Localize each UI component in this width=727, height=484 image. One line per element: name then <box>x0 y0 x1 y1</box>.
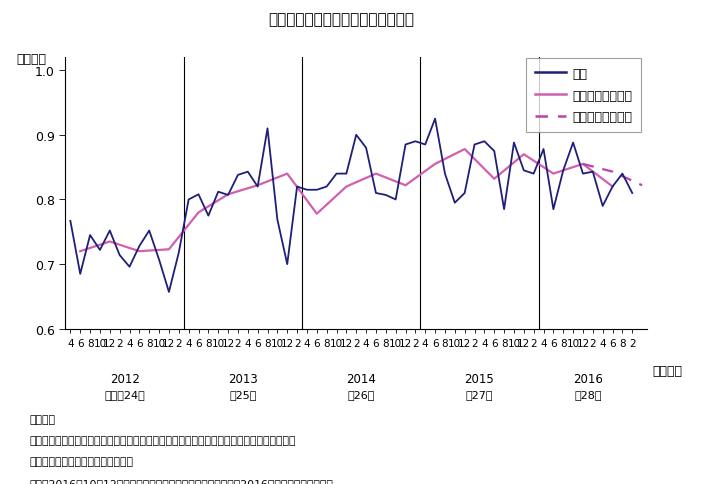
Text: ２．「2016年10〜12月（見通し）」の計数は、「見通し調査（2016年９月末時点）」の季: ２．「2016年10〜12月（見通し）」の計数は、「見通し調査（2016年９月末… <box>29 478 333 484</box>
Text: （25）: （25） <box>229 390 257 400</box>
Text: （平成24）: （平成24） <box>104 390 145 400</box>
Text: 2014: 2014 <box>346 373 376 386</box>
Legend: 月次, 四半期（月平均）, 四半期（見通し）: 月次, 四半期（月平均）, 四半期（見通し） <box>526 59 640 133</box>
Text: （27）: （27） <box>466 390 493 400</box>
Text: １．四半期（月平均）は季節調整済みの月平均値を期央月の位置に表示（例えば７〜９月の: １．四半期（月平均）は季節調整済みの月平均値を期央月の位置に表示（例えば７〜９月… <box>29 435 296 445</box>
Text: （28）: （28） <box>574 390 602 400</box>
Text: （26）: （26） <box>348 390 375 400</box>
Text: （備考）: （備考） <box>29 414 55 424</box>
Text: 月平均値は８月の位置に表示）。: 月平均値は８月の位置に表示）。 <box>29 456 133 467</box>
Text: 第２図　民需（船舶・電力を除く）: 第２図 民需（船舶・電力を除く） <box>269 12 414 27</box>
Text: 2015: 2015 <box>465 373 494 386</box>
Text: 2012: 2012 <box>110 373 140 386</box>
Text: 2013: 2013 <box>228 373 258 386</box>
Text: 2016: 2016 <box>573 373 603 386</box>
Text: （年度）: （年度） <box>653 364 683 378</box>
Text: （兆円）: （兆円） <box>16 53 46 66</box>
